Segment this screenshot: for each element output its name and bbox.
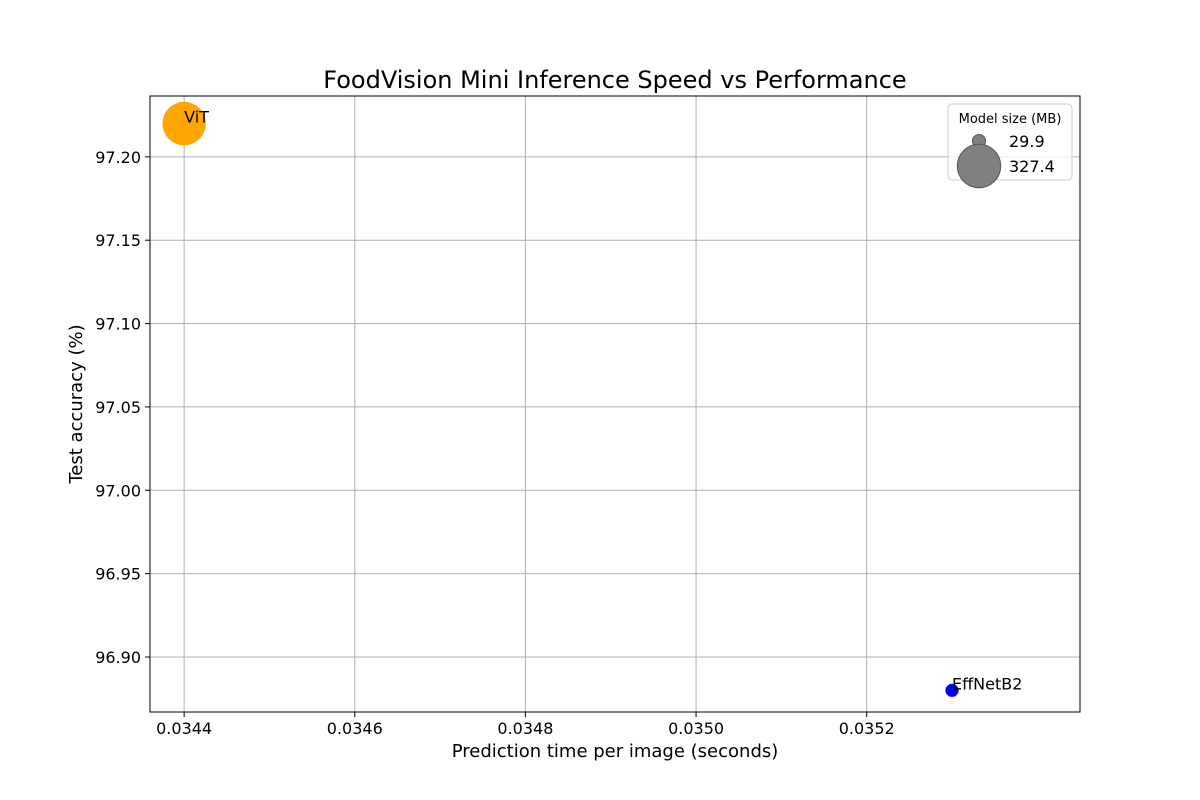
data-point xyxy=(945,683,959,697)
chart-title: FoodVision Mini Inference Speed vs Perfo… xyxy=(323,66,906,94)
data-point-label: EffNetB2 xyxy=(952,674,1022,693)
x-tick-label: 0.0344 xyxy=(156,719,212,738)
data-point xyxy=(162,101,206,146)
y-tick-label: 97.15 xyxy=(95,231,141,250)
legend-marker xyxy=(956,143,1002,189)
x-tick-label: 0.0348 xyxy=(497,719,553,738)
data-point-label: ViT xyxy=(184,108,209,127)
x-axis-ticks: 0.0344 0.0346 0.0348 0.0350 0.0352 xyxy=(156,712,895,738)
data-points: ViT EffNetB2 xyxy=(162,101,1022,697)
x-tick-label: 0.0346 xyxy=(327,719,383,738)
legend-entry-label: 29.9 xyxy=(1009,132,1045,151)
y-tick-label: 96.95 xyxy=(95,565,141,584)
y-tick-label: 96.90 xyxy=(95,648,141,667)
x-tick-label: 0.0350 xyxy=(668,719,724,738)
legend-entry-label: 327.4 xyxy=(1009,157,1055,176)
legend: Model size (MB) 29.9 327.4 xyxy=(947,103,1073,189)
y-tick-label: 97.10 xyxy=(95,315,141,334)
plot-frame xyxy=(149,95,1081,713)
y-axis-ticks: 96.90 96.95 97.00 97.05 97.10 97.15 97.20 xyxy=(95,148,150,667)
x-tick-label: 0.0352 xyxy=(839,719,895,738)
y-tick-label: 97.20 xyxy=(95,148,141,167)
y-tick-label: 97.05 xyxy=(95,398,141,417)
gridlines xyxy=(150,96,1080,712)
y-tick-label: 97.00 xyxy=(95,481,141,500)
legend-title: Model size (MB) xyxy=(959,112,1062,127)
y-axis-label: Test accuracy (%) xyxy=(66,324,87,484)
x-axis-label: Prediction time per image (seconds) xyxy=(452,741,779,762)
